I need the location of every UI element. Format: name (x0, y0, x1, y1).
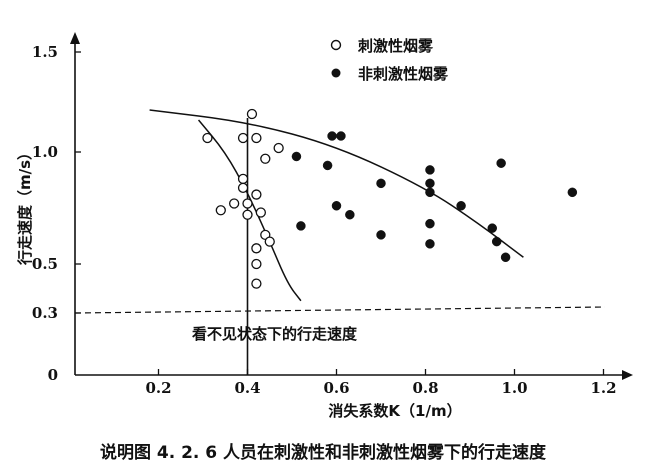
non-irritant-point (487, 223, 497, 233)
reference-lines (74, 118, 606, 375)
irritant-point (237, 173, 249, 185)
non-irritant-point (322, 160, 333, 171)
y-axis-label: 行走速度（m/s） (16, 145, 34, 266)
non-irritant-point (456, 201, 466, 211)
x-tick-label: 0.8 (412, 379, 438, 397)
x-tick-label: 1.0 (501, 379, 527, 397)
legend-label-non-irritant: 非刺激性烟雾 (358, 65, 449, 83)
non-irritant-point (425, 239, 435, 249)
irritant-point (264, 236, 275, 247)
irritant-point (251, 278, 262, 289)
y-tick-label: 1.5 (32, 43, 58, 61)
irritant-point (255, 207, 267, 218)
non-irritant-point (291, 151, 302, 162)
non-irritant-trend-curve (149, 109, 524, 258)
non-irritant-point (425, 178, 435, 189)
x-tick-label: 0.4 (234, 379, 260, 397)
irritant-point (242, 198, 253, 209)
non-irritant-point (327, 131, 337, 141)
irritant-point (237, 182, 249, 193)
legend-marker-irritant (330, 39, 342, 51)
non-irritant-point (296, 221, 306, 231)
non-irritant-point (425, 187, 435, 198)
non-irritant-point (491, 236, 502, 247)
x-ticks: 0.2 0.4 0.6 0.8 1.0 1.2 (145, 369, 617, 397)
x-tick-label: 0.2 (145, 379, 171, 397)
y-ticks: 0 0.3 0.5 1.0 1.5 (32, 43, 81, 384)
y-axis-arrow (70, 32, 80, 44)
x-axis-arrow (622, 370, 633, 380)
irritant-point (260, 153, 271, 164)
data-points (202, 108, 578, 289)
x-tick-label: 1.2 (590, 379, 616, 397)
legend-label-irritant: 刺激性烟雾 (358, 37, 434, 55)
non-irritant-point (425, 218, 435, 229)
y-tick-label: 0 (48, 366, 58, 384)
x-axis-label: 消失系数K（1/m） (328, 402, 461, 420)
x-tick-label: 0.6 (323, 379, 349, 397)
non-irritant-point (567, 187, 578, 198)
axes (70, 32, 633, 380)
irritant-point (251, 258, 262, 270)
reference-line-label: 看不见状态下的行走速度 (192, 325, 358, 343)
legend: 刺激性烟雾 非刺激性烟雾 (330, 37, 449, 83)
y-tick-label: 0.5 (32, 255, 58, 273)
non-irritant-point (376, 178, 386, 189)
y-tick-label: 1.0 (32, 143, 58, 161)
non-irritant-point (331, 201, 342, 211)
reference-line-dashed (74, 306, 606, 314)
figure-caption: 说明图 4. 2. 6 人员在刺激性和非刺激性烟雾下的行走速度 (100, 442, 547, 463)
irritant-point (237, 132, 249, 144)
non-irritant-point (500, 252, 511, 263)
y-tick-label: 0.3 (32, 304, 58, 322)
irritant-point (228, 198, 240, 209)
irritant-point (246, 108, 258, 120)
irritant-point (202, 132, 213, 144)
irritant-point (242, 209, 253, 220)
irritant-point (251, 243, 262, 254)
irritant-point (251, 189, 262, 200)
irritant-point (215, 205, 226, 216)
non-irritant-point (425, 165, 435, 175)
legend-marker-non-irritant (331, 68, 341, 78)
non-irritant-point (336, 131, 346, 141)
irritant-point (273, 142, 284, 154)
irritant-point (251, 132, 262, 144)
non-irritant-point (496, 158, 506, 168)
non-irritant-point (376, 230, 386, 240)
non-irritant-point (345, 209, 355, 220)
